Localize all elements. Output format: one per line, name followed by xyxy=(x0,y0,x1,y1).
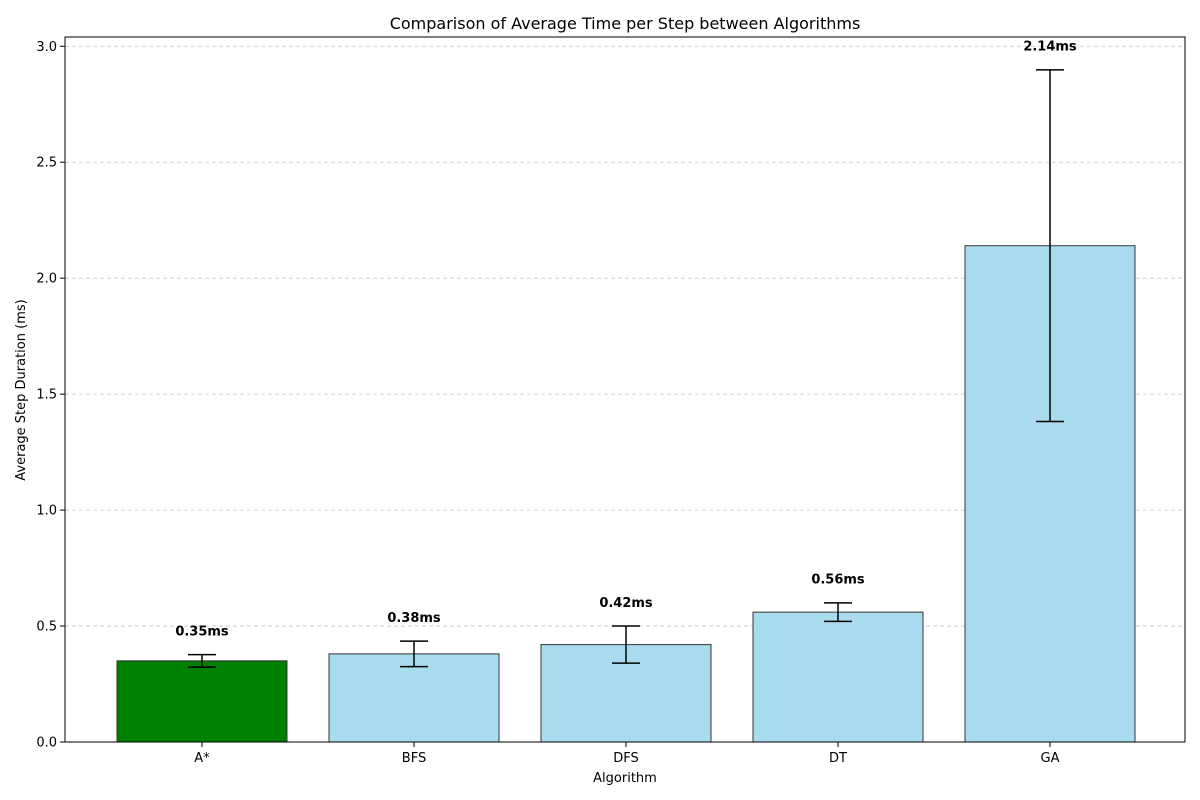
plot-frame xyxy=(64,36,1186,743)
bar-bfs xyxy=(328,653,500,743)
data-labels: 0.35ms 0.38ms 0.42ms 0.56ms 2.14ms xyxy=(175,40,1077,640)
y-tick-label: 1.5 xyxy=(36,388,57,403)
y-tick-label: 0.0 xyxy=(36,736,57,751)
error-bars xyxy=(188,69,1064,668)
x-tick-label: GA xyxy=(1041,751,1060,766)
y-tick-label: 2.5 xyxy=(36,156,57,171)
y-tick-label: 2.0 xyxy=(36,272,57,287)
x-tick-label: DFS xyxy=(613,751,639,766)
x-axis-label: Algorithm xyxy=(593,771,657,786)
x-tick-label: DT xyxy=(829,751,847,766)
bar-a xyxy=(116,660,288,743)
data-label: 0.56ms xyxy=(811,573,865,588)
y-axis-label: Average Step Duration (ms) xyxy=(14,299,29,480)
bars xyxy=(116,245,1136,743)
x-tick-label: BFS xyxy=(402,751,426,766)
chart-title: Comparison of Average Time per Step betw… xyxy=(390,14,861,33)
x-tick-label: A* xyxy=(194,751,210,766)
data-label: 0.42ms xyxy=(599,596,653,611)
y-axis: 0.0 0.5 1.0 1.5 2.0 2.5 3.0 xyxy=(36,40,65,751)
x-axis: A* BFS DFS DT GA xyxy=(194,742,1060,766)
y-tick-label: 1.0 xyxy=(36,504,57,519)
bar-dt xyxy=(752,611,924,743)
y-tick-label: 0.5 xyxy=(36,620,57,635)
data-label: 0.35ms xyxy=(175,624,229,639)
y-tick-label: 3.0 xyxy=(36,40,57,55)
data-label: 2.14ms xyxy=(1023,40,1077,55)
data-label: 0.38ms xyxy=(387,611,441,626)
